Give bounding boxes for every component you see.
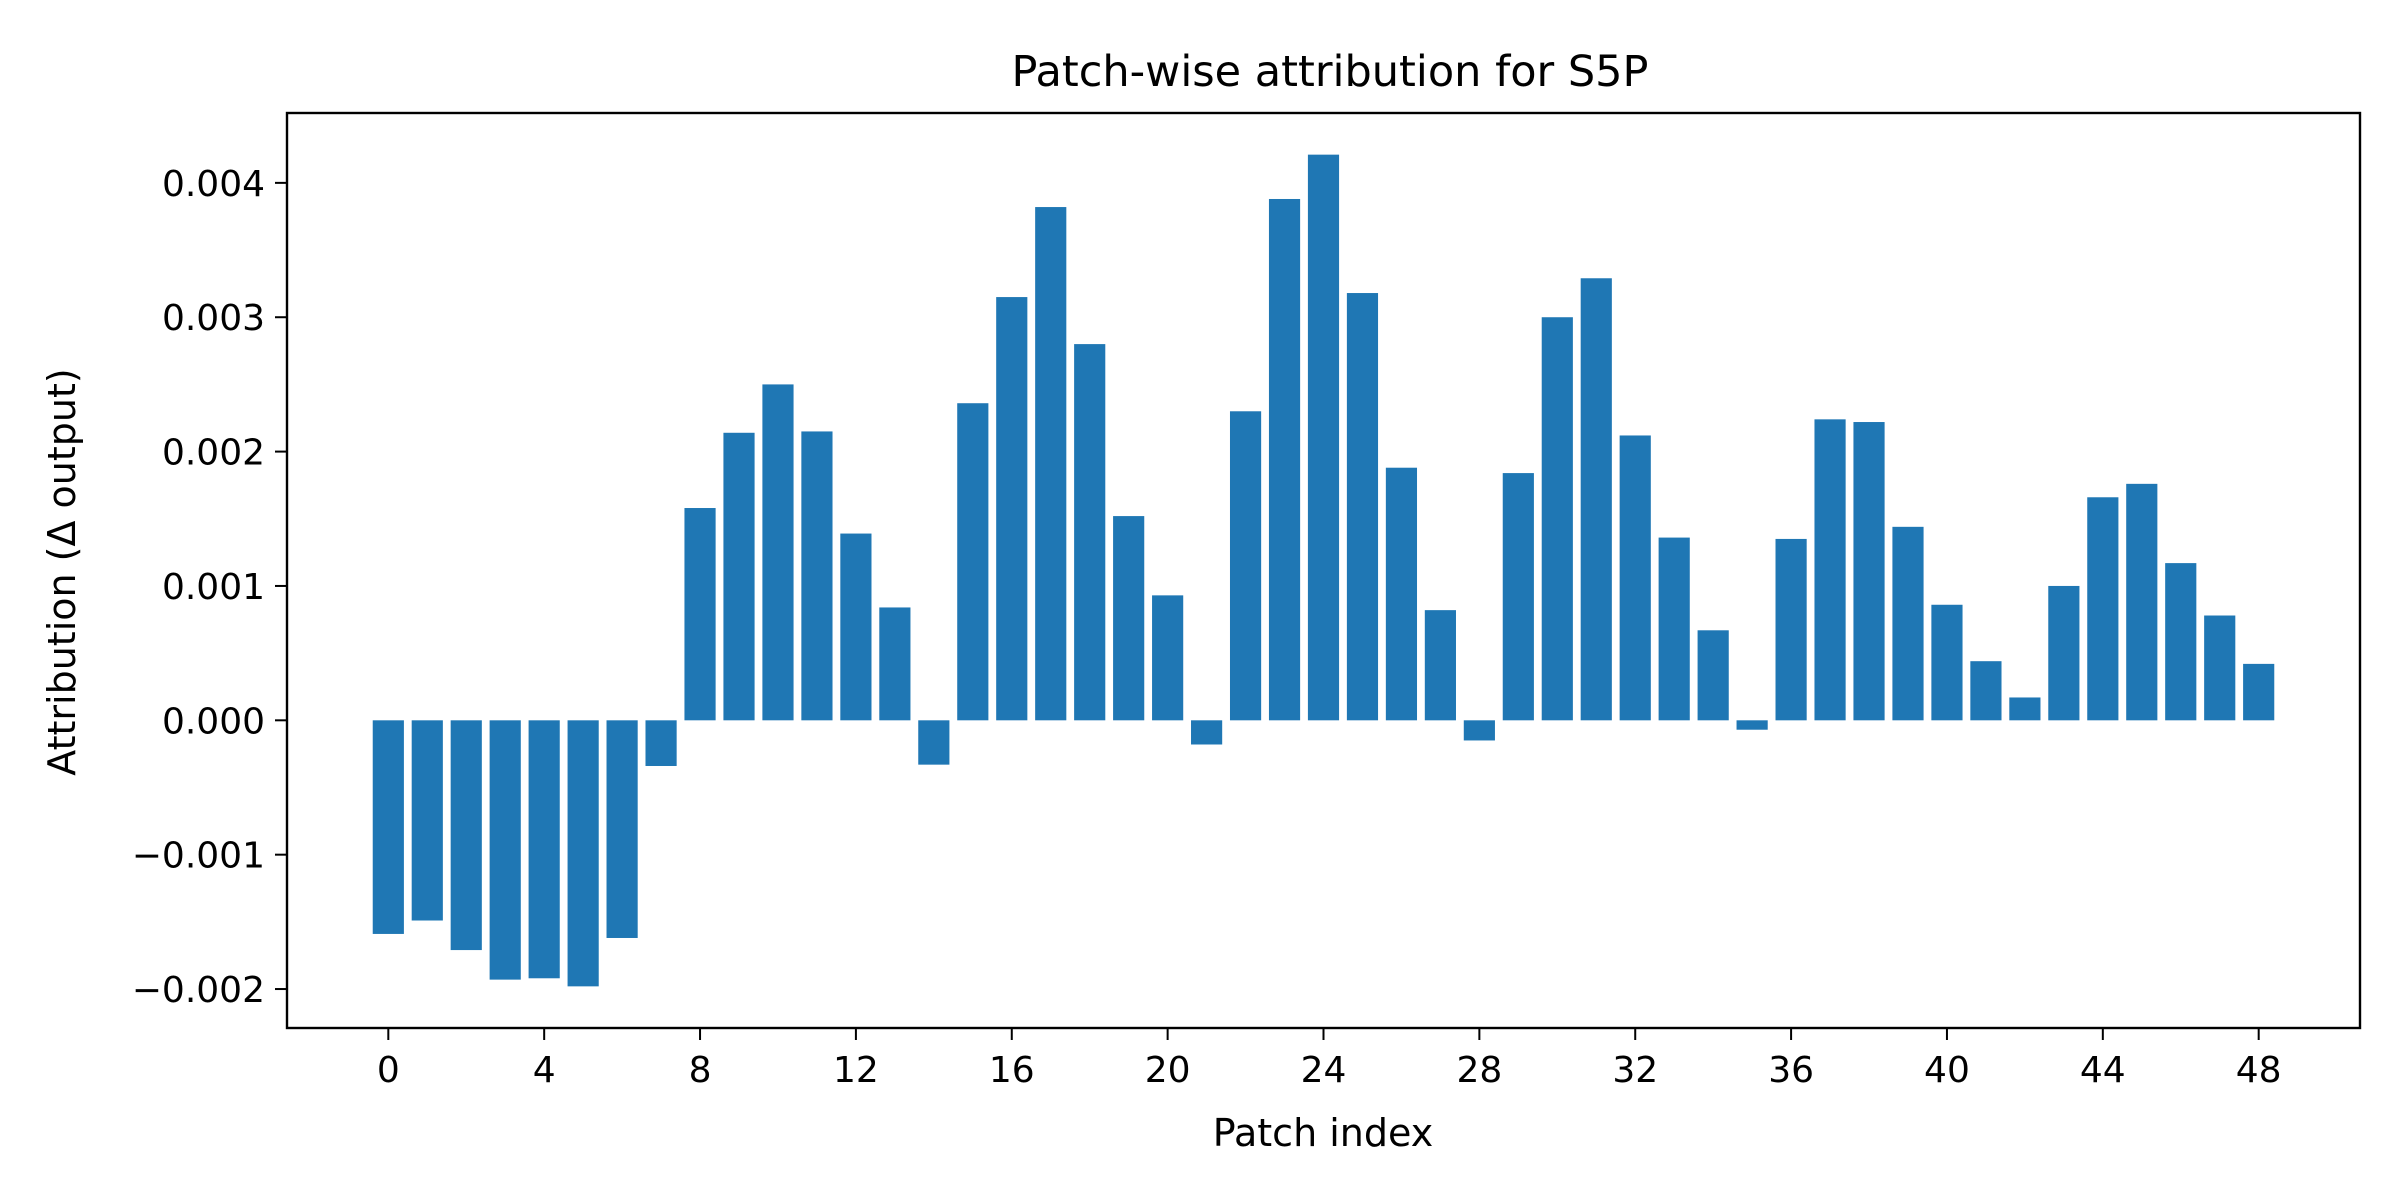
x-tick-label: 8 bbox=[689, 1050, 712, 1091]
bar-patch-46 bbox=[2165, 563, 2197, 721]
bar-patch-9 bbox=[723, 432, 755, 721]
y-tick-label: 0.003 bbox=[162, 298, 265, 339]
bar-patch-45 bbox=[2126, 483, 2158, 721]
bar-patch-28 bbox=[1463, 720, 1495, 741]
bar-patch-26 bbox=[1385, 467, 1418, 721]
plot-frame bbox=[285, 111, 2362, 1030]
y-tick-label: −0.002 bbox=[132, 970, 265, 1011]
x-tick-label: 0 bbox=[377, 1050, 400, 1091]
y-tick-label: 0.002 bbox=[162, 433, 265, 474]
x-axis-ticks: 0 4 8 12 16 20 24 28 32 36 40 44 48 bbox=[377, 1028, 2282, 1091]
bar-patch-18 bbox=[1074, 344, 1106, 721]
x-tick-label: 28 bbox=[1456, 1050, 1502, 1091]
bar-patch-31 bbox=[1580, 278, 1612, 721]
bar-patch-11 bbox=[801, 431, 833, 721]
bar-patch-39 bbox=[1892, 526, 1924, 721]
bar-patch-15 bbox=[957, 403, 989, 721]
x-tick-label: 32 bbox=[1612, 1050, 1658, 1091]
bar-patch-35 bbox=[1736, 720, 1768, 730]
bars-group bbox=[372, 154, 2275, 987]
bar-patch-48 bbox=[2243, 663, 2275, 721]
bar-patch-36 bbox=[1775, 538, 1807, 721]
bar-patch-7 bbox=[645, 720, 677, 766]
x-tick-label: 48 bbox=[2236, 1050, 2282, 1091]
bar-patch-17 bbox=[1035, 207, 1067, 721]
bar-patch-1 bbox=[411, 720, 443, 921]
bar-patch-40 bbox=[1931, 604, 1963, 721]
bar-patch-12 bbox=[840, 533, 872, 721]
bar-patch-43 bbox=[2048, 585, 2080, 721]
bar-patch-24 bbox=[1307, 154, 1340, 721]
x-tick-label: 20 bbox=[1145, 1050, 1191, 1091]
x-tick-label: 24 bbox=[1301, 1050, 1347, 1091]
bar-patch-23 bbox=[1268, 198, 1301, 721]
bar-patch-30 bbox=[1541, 317, 1573, 721]
bar-patch-5 bbox=[567, 720, 599, 987]
bar-patch-14 bbox=[918, 720, 950, 765]
x-tick-label: 40 bbox=[1924, 1050, 1970, 1091]
bar-patch-25 bbox=[1346, 293, 1379, 721]
bar-patch-41 bbox=[1970, 661, 2002, 721]
x-tick-label: 44 bbox=[2080, 1050, 2126, 1091]
bar-patch-19 bbox=[1113, 516, 1145, 721]
bar-patch-8 bbox=[684, 508, 716, 721]
bar-patch-3 bbox=[489, 720, 521, 980]
bar-patch-21 bbox=[1191, 720, 1223, 745]
y-tick-label: 0.004 bbox=[162, 164, 265, 205]
y-tick-label: −0.001 bbox=[132, 836, 265, 877]
bar-patch-44 bbox=[2087, 497, 2119, 721]
x-tick-label: 12 bbox=[833, 1050, 879, 1091]
bar-patch-32 bbox=[1619, 435, 1651, 721]
bar-patch-10 bbox=[762, 384, 794, 721]
bar-patch-29 bbox=[1502, 473, 1534, 721]
bar-patch-27 bbox=[1424, 610, 1456, 721]
bar-patch-0 bbox=[372, 720, 404, 934]
bar-patch-42 bbox=[2009, 697, 2041, 721]
y-axis-label: Attribution (Δ output) bbox=[40, 368, 84, 775]
x-axis-label: Patch index bbox=[1213, 1111, 1433, 1155]
y-tick-label: 0.000 bbox=[162, 701, 265, 742]
bar-patch-37 bbox=[1814, 419, 1846, 721]
bar-patch-38 bbox=[1853, 422, 1885, 721]
y-axis-ticks: −0.002 −0.001 0.000 0.001 0.002 0.003 0.004 bbox=[132, 164, 287, 1011]
chart-title: Patch-wise attribution for S5P bbox=[1012, 47, 1649, 97]
bar-patch-22 bbox=[1229, 411, 1262, 721]
bar-patch-20 bbox=[1152, 595, 1184, 721]
bar-patch-34 bbox=[1697, 630, 1729, 721]
bar-patch-6 bbox=[606, 720, 638, 938]
bar-patch-33 bbox=[1658, 537, 1690, 721]
y-tick-label: 0.001 bbox=[162, 567, 265, 608]
bar-patch-16 bbox=[996, 297, 1028, 721]
bar-patch-4 bbox=[528, 720, 560, 979]
x-tick-label: 4 bbox=[533, 1050, 556, 1091]
bar-patch-13 bbox=[879, 607, 911, 721]
bar-patch-2 bbox=[450, 720, 482, 951]
bar-patch-47 bbox=[2204, 615, 2236, 721]
x-tick-label: 36 bbox=[1768, 1050, 1814, 1091]
x-tick-label: 16 bbox=[989, 1050, 1035, 1091]
